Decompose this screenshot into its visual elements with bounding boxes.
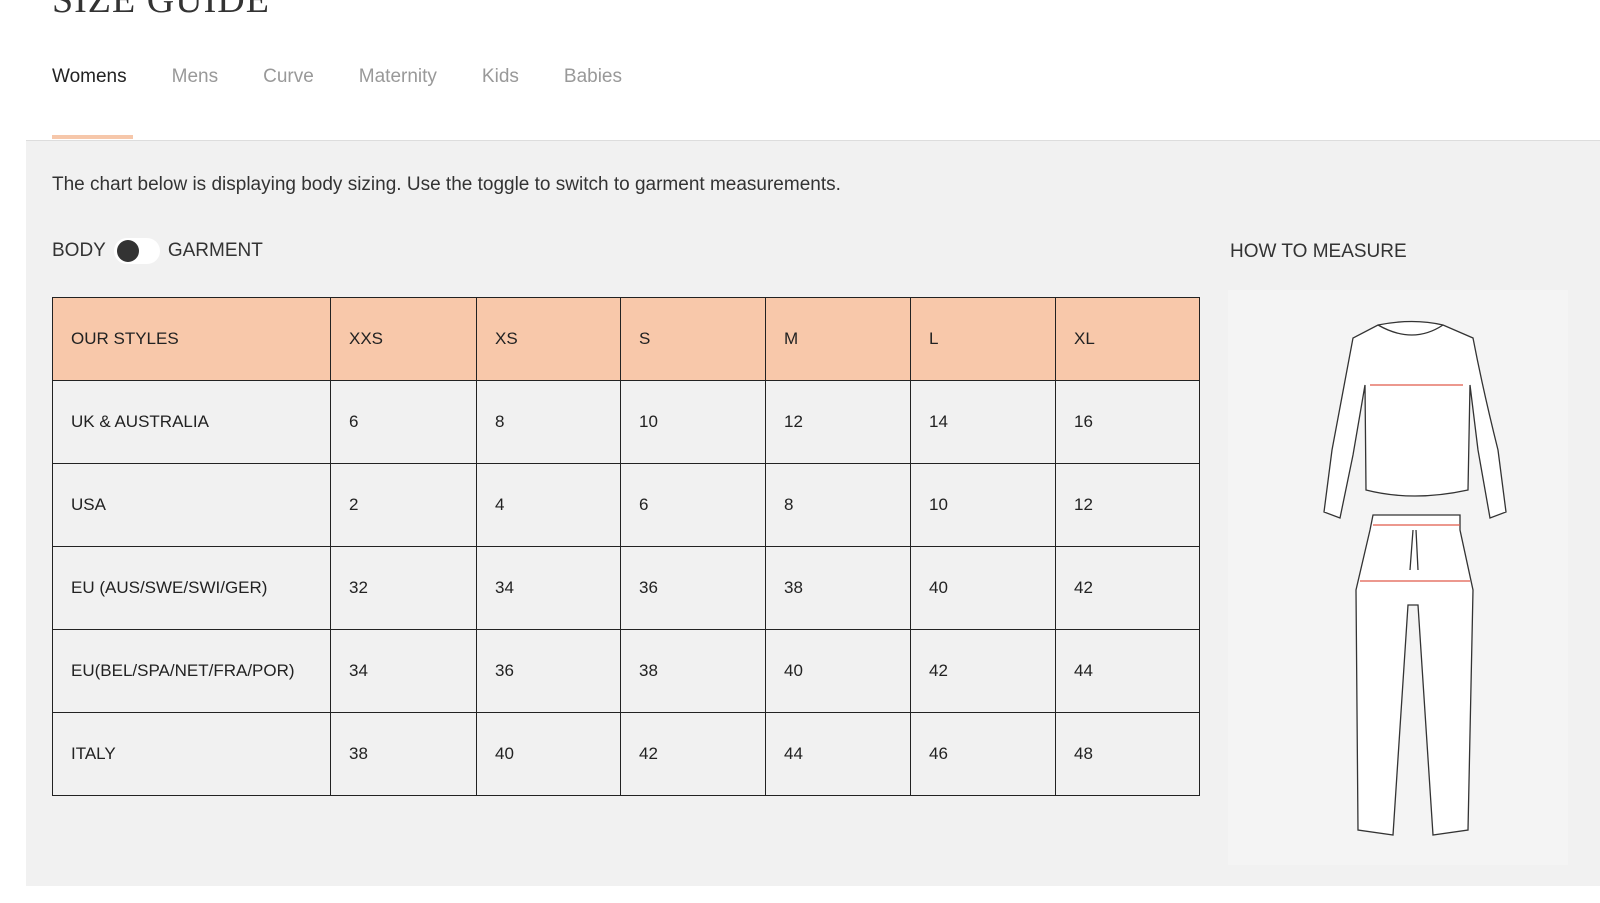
header-cell: XXS	[330, 297, 477, 381]
header-cell: L	[910, 297, 1056, 381]
row-label: ITALY	[52, 712, 331, 796]
active-tab-underline	[52, 135, 133, 139]
table-row: ITALY 38 40 42 44 46 48	[52, 712, 1200, 796]
size-cell: 34	[330, 629, 477, 713]
size-cell: 34	[476, 546, 621, 630]
toggle-row: BODY GARMENT	[52, 238, 263, 264]
size-cell: 38	[330, 712, 477, 796]
size-cell: 38	[620, 629, 766, 713]
size-cell: 36	[620, 546, 766, 630]
size-cell: 42	[1055, 546, 1200, 630]
tab[interactable]: Babies	[563, 66, 622, 87]
table-row: USA 2 4 6 8 10 12	[52, 463, 1200, 547]
size-cell: 48	[1055, 712, 1200, 796]
size-cell: 6	[620, 463, 766, 547]
row-label: EU (AUS/SWE/SWI/GER)	[52, 546, 331, 630]
tab[interactable]: Womens	[52, 66, 127, 87]
tab[interactable]: Mens	[171, 66, 219, 87]
table-header-row: OUR STYLES XXS XS S M L XL	[52, 297, 1200, 381]
size-cell: 10	[620, 380, 766, 464]
tab[interactable]: Kids	[481, 66, 519, 87]
size-cell: 4	[476, 463, 621, 547]
table-row: UK & AUSTRALIA 6 8 10 12 14 16	[52, 380, 1200, 464]
toggle-switch[interactable]	[113, 238, 160, 264]
row-label: UK & AUSTRALIA	[52, 380, 331, 464]
toggle-label: GARMENT	[167, 240, 263, 261]
size-cell: 6	[330, 380, 477, 464]
row-label: USA	[52, 463, 331, 547]
tab[interactable]: Maternity	[358, 66, 437, 87]
size-cell: 10	[910, 463, 1056, 547]
size-cell: 2	[330, 463, 477, 547]
size-cell: 12	[765, 380, 911, 464]
intro-text: The chart below is displaying body sizin…	[52, 174, 841, 195]
header-cell: XS	[476, 297, 621, 381]
size-cell: 40	[910, 546, 1056, 630]
tab[interactable]: Curve	[263, 66, 314, 87]
size-cell: 36	[476, 629, 621, 713]
size-cell: 42	[620, 712, 766, 796]
page-title: SIZE GUIDE	[52, 0, 270, 21]
size-cell: 14	[910, 380, 1056, 464]
size-cell: 16	[1055, 380, 1200, 464]
header-cell: OUR STYLES	[52, 297, 331, 381]
size-cell: 46	[910, 712, 1056, 796]
size-cell: 38	[765, 546, 911, 630]
table-row: EU(BEL/SPA/NET/FRA/POR) 34 36 38 40 42 44	[52, 629, 1200, 713]
row-label: EU(BEL/SPA/NET/FRA/POR)	[52, 629, 331, 713]
size-cell: 44	[765, 712, 911, 796]
size-table: OUR STYLES XXS XS S M L XL UK & AUSTRALIA 6 8 10 12…	[52, 297, 1200, 796]
size-cell: 40	[765, 629, 911, 713]
header-cell: S	[620, 297, 766, 381]
size-cell: 42	[910, 629, 1056, 713]
table-row: EU (AUS/SWE/SWI/GER) 32 34 36 38 40 42	[52, 546, 1200, 630]
size-cell: 8	[765, 463, 911, 547]
size-cell: 40	[476, 712, 621, 796]
measure-illustration	[1228, 290, 1568, 865]
toggle-label: BODY	[52, 240, 106, 261]
header-cell: M	[765, 297, 911, 381]
measure-title: HOW TO MEASURE	[1230, 241, 1407, 262]
size-cell: 44	[1055, 629, 1200, 713]
size-cell: 12	[1055, 463, 1200, 547]
tabs: Womens Mens Curve Maternity Kids Babies	[52, 66, 622, 88]
header-cell: XL	[1055, 297, 1200, 381]
size-cell: 32	[330, 546, 477, 630]
size-cell: 8	[476, 380, 621, 464]
toggle-knob	[116, 240, 139, 262]
